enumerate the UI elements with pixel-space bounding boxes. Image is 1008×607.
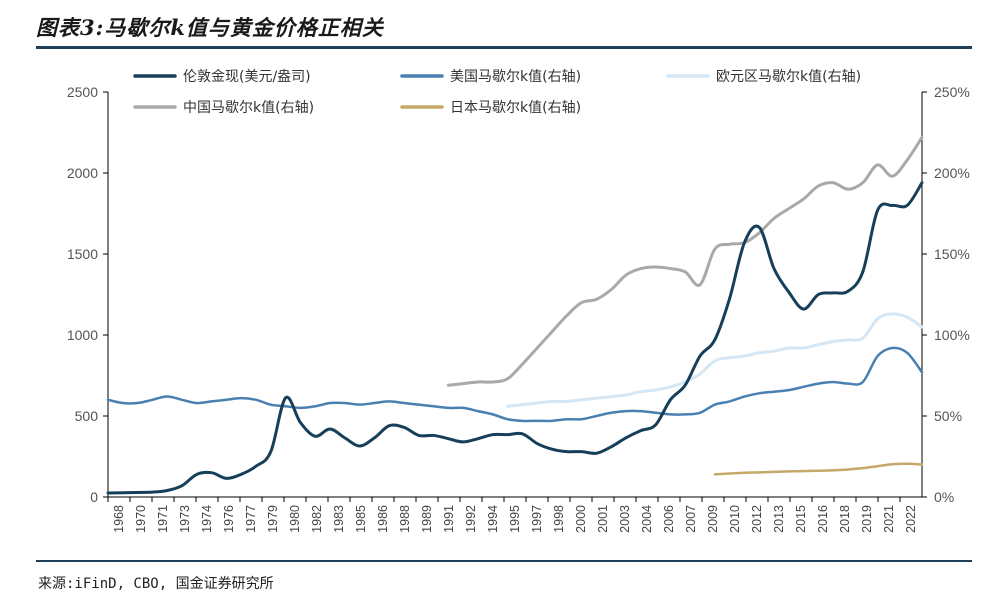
x-tick-label: 1988 — [398, 505, 412, 533]
x-tick-label: 1971 — [156, 505, 170, 533]
x-tick-label: 1977 — [244, 505, 258, 533]
x-tick-label: 1983 — [332, 505, 346, 533]
series-line-1 — [106, 346, 924, 423]
y-left-tick-label: 1000 — [67, 327, 98, 343]
x-tick-label: 2004 — [640, 505, 654, 533]
y-right-tick-label: 0% — [934, 489, 954, 505]
y-left-tick-label: 1500 — [67, 246, 98, 262]
legend-label-1: 美国马歇尔k值(右轴) — [450, 69, 581, 85]
legend-label-0: 伦敦金现(美元/盎司) — [183, 69, 311, 85]
x-tick-label: 1994 — [486, 505, 500, 533]
y-right-tick-label: 200% — [934, 165, 970, 181]
x-tick-label: 1982 — [310, 505, 324, 533]
x-tick-label: 2018 — [838, 505, 852, 533]
x-tick-label: 2010 — [728, 505, 742, 533]
series-line-2 — [506, 312, 924, 408]
x-tick-label: 2006 — [662, 505, 676, 533]
x-tick-label: 1970 — [134, 505, 148, 533]
bottom-rule — [36, 560, 972, 562]
axes: 0 500 1000 1500 2000 2500 0% 50% 100% 150% 200% 250… — [67, 84, 970, 533]
legend-label-3: 中国马歇尔k值(右轴) — [183, 100, 314, 116]
series-lines — [106, 135, 924, 495]
source-note: 来源:iFinD, CBO, 国金证券研究所 — [38, 576, 274, 592]
x-tick-label: 1997 — [530, 505, 544, 533]
y-right-tick-label: 150% — [934, 246, 970, 262]
x-tick-label: 2007 — [684, 505, 698, 533]
legend-label-4: 日本马歇尔k值(右轴) — [450, 100, 581, 116]
x-tick-label: 2016 — [816, 505, 830, 533]
series-line-4 — [713, 462, 924, 476]
x-tick-label: 1980 — [288, 505, 302, 533]
x-tick-label: 1985 — [354, 505, 368, 533]
series-line-3 — [446, 135, 924, 387]
x-tick-label: 2019 — [860, 505, 874, 533]
y-left-tick-label: 0 — [90, 489, 98, 505]
y-left-tick-label: 2500 — [67, 84, 98, 100]
y-left-tick-label: 2000 — [67, 165, 98, 181]
x-tick-label: 1974 — [200, 505, 214, 533]
series-line-0 — [106, 181, 924, 495]
legend-label-2: 欧元区马歇尔k值(右轴) — [716, 69, 861, 85]
x-tick-label: 1992 — [464, 505, 478, 533]
x-tick-label: 2012 — [750, 505, 764, 533]
x-tick-label: 2009 — [706, 505, 720, 533]
y-right-tick-label: 100% — [934, 327, 970, 343]
x-tick-label: 1979 — [266, 505, 280, 533]
x-tick-label: 1995 — [508, 505, 522, 533]
x-tick-label: 1968 — [112, 505, 126, 533]
chart-title: 图表3:马歇尔k值与黄金价格正相关 — [36, 15, 384, 40]
x-tick-label: 2000 — [574, 505, 588, 533]
x-tick-label: 2001 — [596, 505, 610, 533]
x-tick-label: 2021 — [882, 505, 896, 533]
x-tick-label: 1991 — [442, 505, 456, 533]
x-tick-label: 2015 — [794, 505, 808, 533]
x-tick-label: 2022 — [904, 505, 918, 533]
x-tick-label: 1973 — [178, 505, 192, 533]
x-tick-label: 2003 — [618, 505, 632, 533]
x-tick-label: 2013 — [772, 505, 786, 533]
x-tick-label: 1976 — [222, 505, 236, 533]
legend: 伦敦金现(美元/盎司) 美国马歇尔k值(右轴) 欧元区马歇尔k值(右轴) 中国马歇尔k… — [133, 69, 861, 116]
x-tick-label: 1998 — [552, 505, 566, 533]
x-tick-label: 1986 — [376, 505, 390, 533]
y-right-tick-label: 50% — [934, 408, 962, 424]
x-tick-label: 1989 — [420, 505, 434, 533]
top-rule — [36, 46, 972, 49]
y-left-tick-label: 500 — [75, 408, 99, 424]
y-right-tick-label: 250% — [934, 84, 970, 100]
